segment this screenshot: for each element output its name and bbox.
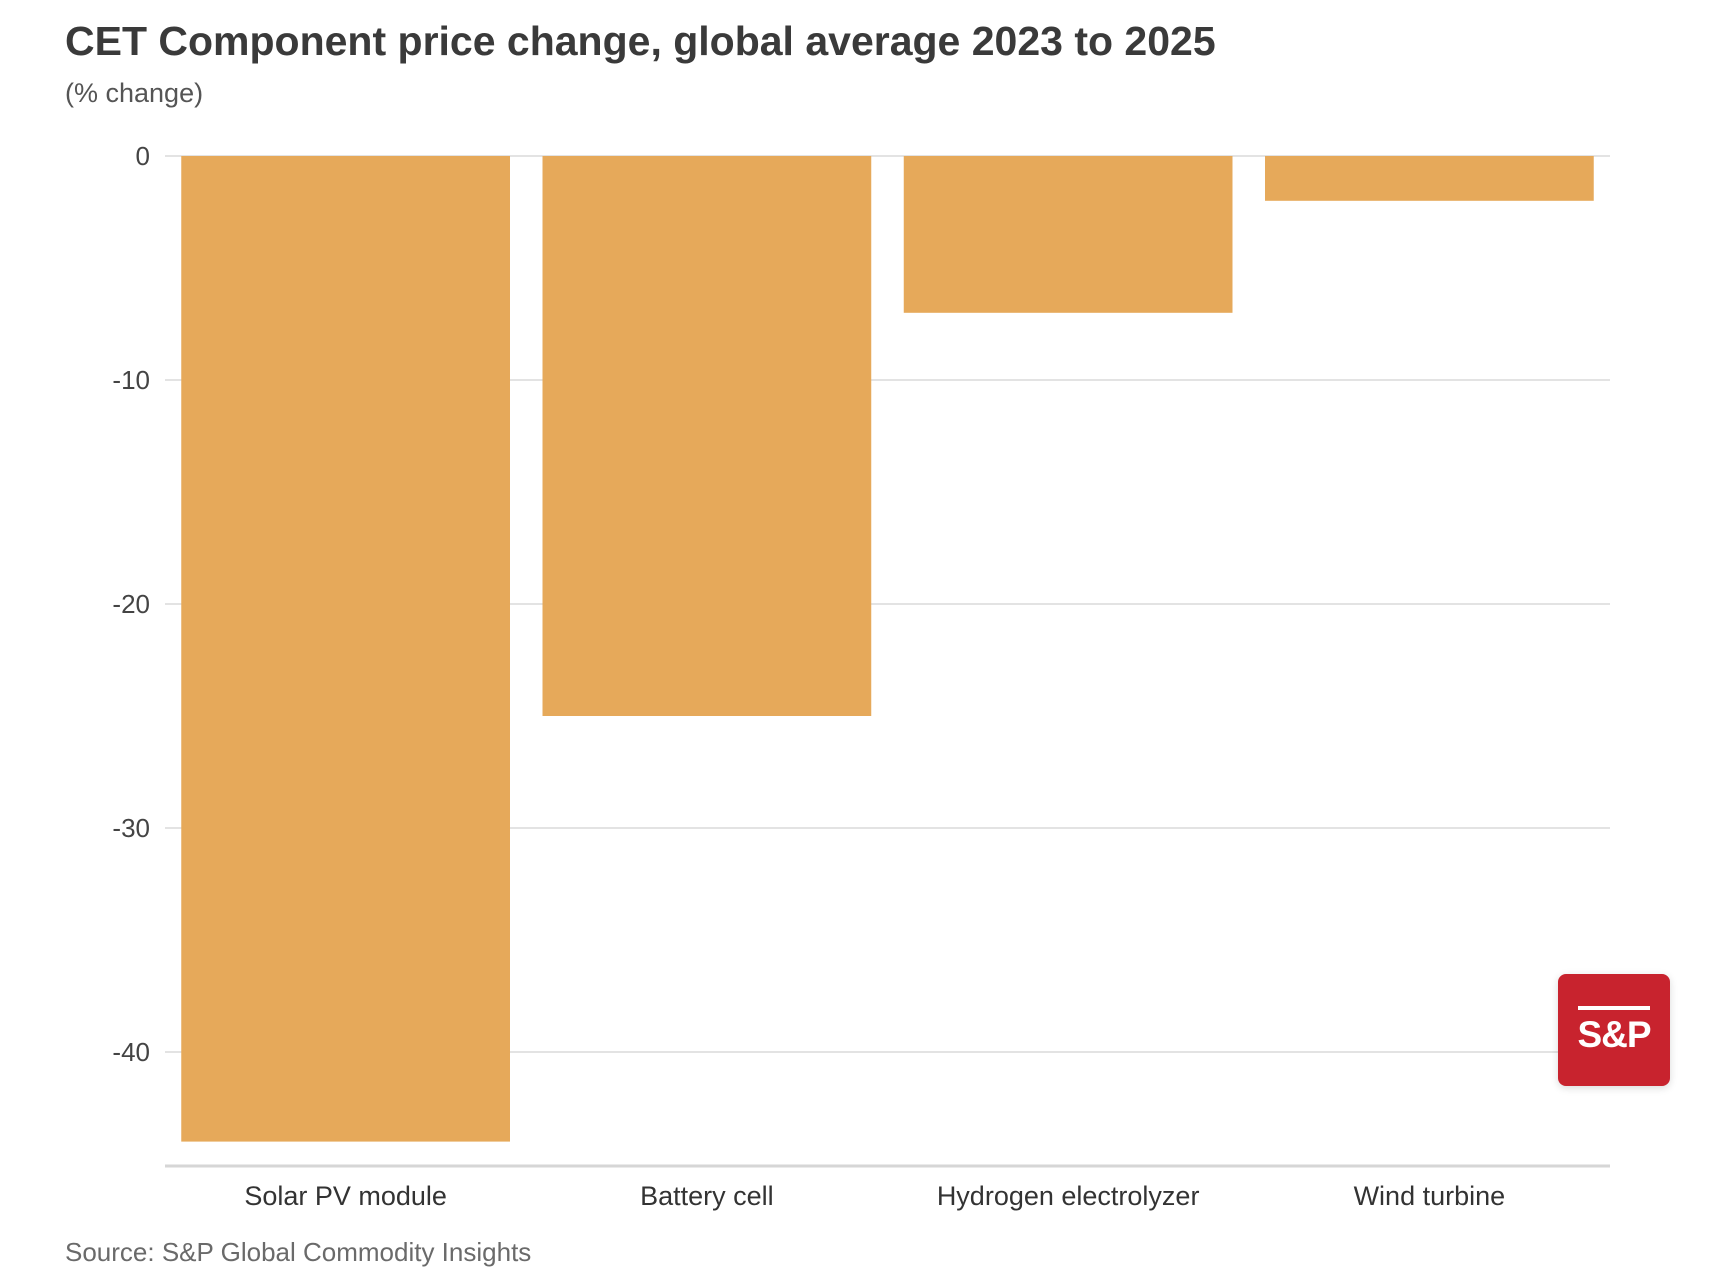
y-tick-label: -40 [112, 1037, 150, 1067]
bar-wind-turbine [1265, 156, 1594, 201]
y-tick-label: -10 [112, 365, 150, 395]
x-tick-label: Battery cell [640, 1181, 774, 1211]
y-axis-ticks: 0 -10 -20 -30 -40 [112, 141, 150, 1067]
x-tick-label: Wind turbine [1354, 1181, 1506, 1211]
sp-logo: S&P [1558, 974, 1670, 1086]
y-tick-label: -20 [112, 589, 150, 619]
x-tick-label: Solar PV module [244, 1181, 447, 1211]
chart-title: CET Component price change, global avera… [65, 18, 1216, 64]
y-tick-label: 0 [136, 141, 150, 171]
chart-subtitle: (% change) [65, 78, 204, 108]
bar-solar-pv-module [181, 156, 510, 1142]
logo-text: S&P [1577, 1014, 1651, 1055]
x-axis-labels: Solar PV module Battery cell Hydrogen elec… [244, 1181, 1505, 1211]
bar-hydrogen-electrolyzer [903, 156, 1233, 313]
x-tick-label: Hydrogen electrolyzer [937, 1181, 1200, 1211]
logo-bar [1578, 1006, 1650, 1010]
y-tick-label: -30 [112, 813, 150, 843]
bars [181, 156, 1594, 1142]
bar-battery-cell [542, 156, 872, 716]
source-note: Source: S&P Global Commodity Insights [65, 1237, 532, 1267]
